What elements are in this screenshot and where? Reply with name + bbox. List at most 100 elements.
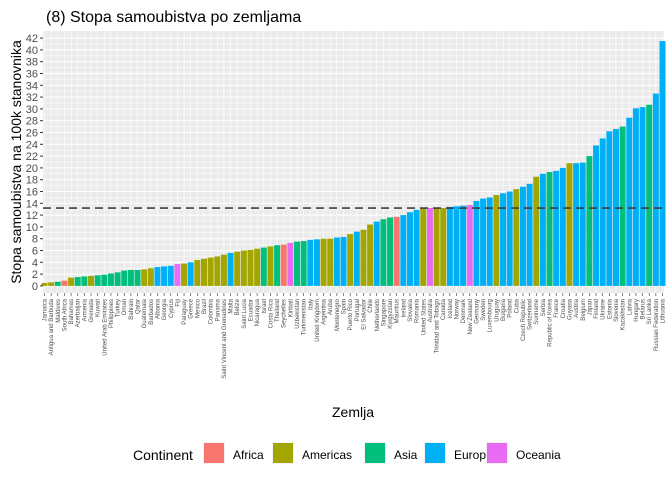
x-tick-label: Aruba bbox=[328, 298, 334, 315]
x-tick-label: Seychelles bbox=[282, 299, 288, 328]
bar bbox=[41, 282, 48, 286]
bar bbox=[347, 233, 354, 286]
legend-entry-label: Asia bbox=[394, 448, 418, 462]
bar bbox=[659, 41, 666, 286]
x-tick-label: Colombia bbox=[209, 298, 215, 324]
bar bbox=[94, 275, 101, 286]
x-tick-label: Canada bbox=[441, 298, 447, 320]
x-tick-label: Sri Lanka bbox=[647, 298, 653, 324]
bar bbox=[353, 231, 360, 286]
x-tick-label: Bulgaria bbox=[501, 298, 507, 321]
y-tick-label: 18 bbox=[26, 175, 38, 187]
bar bbox=[599, 138, 606, 286]
legend-entry-label: Africa bbox=[233, 448, 264, 462]
x-tick-label: Australia bbox=[428, 298, 434, 322]
x-tick-label: Israel bbox=[262, 299, 268, 314]
x-tick-label: Albania bbox=[155, 298, 161, 319]
bar bbox=[413, 209, 420, 286]
y-tick-label: 22 bbox=[26, 151, 38, 163]
chart-title: (8) Stopa samoubistva po zemljama bbox=[46, 9, 301, 26]
bar bbox=[486, 197, 493, 286]
bar bbox=[626, 117, 633, 286]
legend-entry-label: Oceania bbox=[516, 448, 561, 462]
bar bbox=[313, 239, 320, 286]
x-tick-label: Cuba bbox=[514, 298, 520, 313]
x-tick-label: Croatia bbox=[561, 298, 567, 318]
bar bbox=[393, 216, 400, 286]
bar bbox=[187, 262, 194, 286]
bar bbox=[227, 252, 234, 286]
bar bbox=[327, 238, 334, 286]
bar bbox=[61, 280, 68, 286]
legend-key-swatch bbox=[425, 443, 445, 463]
y-tick-label: 2 bbox=[32, 269, 38, 281]
x-tick-label: Austria bbox=[574, 298, 580, 317]
bar bbox=[526, 183, 533, 286]
bar bbox=[234, 251, 241, 286]
x-tick-label: Chile bbox=[368, 298, 374, 312]
legend-key-swatch bbox=[365, 443, 385, 463]
bar bbox=[460, 205, 467, 286]
y-tick-label: 12 bbox=[26, 210, 38, 222]
bar bbox=[181, 263, 188, 286]
x-tick-label: Malta bbox=[229, 298, 235, 313]
x-tick-label: Turkmenistan bbox=[302, 299, 308, 335]
bar bbox=[639, 107, 646, 286]
bar bbox=[141, 269, 148, 286]
y-tick-label: 28 bbox=[26, 116, 38, 128]
y-axis-label: Stopa samoubistva na 100k stanovnika bbox=[8, 40, 24, 284]
x-tick-label: Italy bbox=[308, 299, 314, 310]
x-tick-label: Bahrain bbox=[129, 299, 135, 320]
x-tick-label: Costa Rica bbox=[268, 298, 274, 328]
x-tick-label: Ireland bbox=[401, 299, 407, 317]
x-tick-label: Trinidad and Tobago bbox=[435, 298, 441, 353]
x-tick-label: Luxembourg bbox=[488, 299, 494, 332]
x-tick-label: Mauritius bbox=[395, 299, 401, 323]
x-axis: Jamaica Antigua and Barbuda Maldives South … bbox=[43, 293, 667, 379]
x-tick-label: Argentina bbox=[322, 298, 328, 324]
x-tick-label: Iceland bbox=[448, 299, 454, 318]
y-tick-label: 26 bbox=[26, 127, 38, 139]
x-tick-label: Kyrgyzstan bbox=[388, 299, 394, 329]
x-tick-label: Estonia bbox=[607, 298, 613, 319]
grid-minor bbox=[43, 43, 664, 281]
bar bbox=[493, 195, 500, 286]
x-tick-label: France bbox=[554, 298, 560, 317]
bar bbox=[287, 242, 294, 286]
x-tick-label: Latvia bbox=[627, 298, 633, 315]
x-tick-label: Kiribati bbox=[288, 299, 294, 317]
x-tick-label: Bahamas bbox=[69, 299, 75, 324]
bar bbox=[513, 189, 520, 286]
bar bbox=[320, 238, 327, 286]
legend-entry-label: Europe bbox=[454, 448, 493, 462]
y-tick-label: 8 bbox=[32, 234, 38, 246]
bar bbox=[214, 256, 221, 286]
x-tick-label: Uzbekistan bbox=[295, 299, 301, 329]
bar bbox=[247, 249, 254, 286]
x-tick-label: Philippines bbox=[109, 299, 115, 328]
bar bbox=[114, 272, 121, 286]
y-tick-label: 14 bbox=[26, 198, 38, 210]
x-tick-label: Barbados bbox=[149, 299, 155, 325]
x-tick-label: Republic of Korea bbox=[548, 298, 554, 346]
bar bbox=[632, 108, 639, 286]
x-tick-label: Spain bbox=[342, 299, 348, 314]
x-tick-label: Finland bbox=[594, 299, 600, 319]
y-tick-label: 34 bbox=[26, 80, 38, 92]
bar bbox=[260, 247, 267, 286]
legend-entry-label: Americas bbox=[302, 448, 352, 462]
x-tick-label: Ecuador bbox=[249, 299, 255, 321]
x-tick-label: Guyana bbox=[567, 298, 573, 320]
y-tick-label: 16 bbox=[26, 187, 38, 199]
bar bbox=[101, 274, 108, 286]
y-tick-label: 40 bbox=[26, 45, 38, 57]
x-tick-label: Guatemala bbox=[142, 298, 148, 328]
x-tick-label: Serbia bbox=[541, 298, 547, 316]
bar bbox=[573, 163, 580, 286]
x-tick-label: Romania bbox=[415, 298, 421, 323]
legend: Continent Africa Americas Asia Europe Oceania bbox=[133, 442, 561, 464]
x-tick-label: United States bbox=[421, 299, 427, 335]
x-tick-label: Portugal bbox=[355, 299, 361, 321]
bar bbox=[367, 224, 374, 286]
bar bbox=[107, 273, 114, 286]
